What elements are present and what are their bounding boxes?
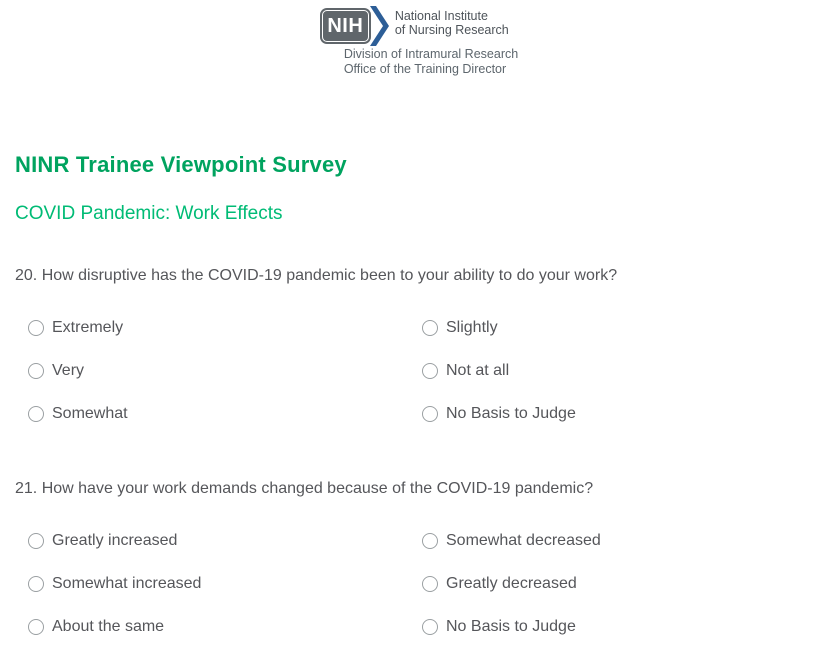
q21-option-somewhat-decreased[interactable]: Somewhat decreased — [409, 531, 823, 551]
option-label: Greatly increased — [52, 532, 178, 549]
survey-page: { "colors": { "title_green": "#00a35f", … — [0, 5, 838, 648]
option-label: Extremely — [52, 319, 124, 336]
q21-option-greatly-increased[interactable]: Greatly increased — [15, 531, 409, 551]
radio-button[interactable] — [28, 363, 44, 379]
option-label: Greatly decreased — [446, 575, 577, 592]
radio-button[interactable] — [28, 406, 44, 422]
radio-button[interactable] — [28, 320, 44, 336]
radio-button[interactable] — [422, 576, 438, 592]
nih-logo-box: NIH — [319, 8, 371, 44]
question-20: 20. How disruptive has the COVID-19 pand… — [15, 266, 823, 424]
radio-button[interactable] — [28, 619, 44, 635]
q21-option-no-basis-to-judge[interactable]: No Basis to Judge — [409, 617, 823, 637]
question-20-text: 20. How disruptive has the COVID-19 pand… — [15, 267, 618, 284]
radio-button[interactable] — [422, 533, 438, 549]
radio-button[interactable] — [28, 576, 44, 592]
radio-button[interactable] — [422, 619, 438, 635]
institute-name: National Institute of Nursing Research — [395, 9, 509, 37]
question-20-options: Extremely Very Somewhat Slightly Not at … — [15, 318, 823, 424]
radio-button[interactable] — [422, 406, 438, 422]
q20-option-slightly[interactable]: Slightly — [409, 318, 823, 338]
survey-content: NINR Trainee Viewpoint Survey COVID Pand… — [15, 152, 823, 637]
question-21-text: 21. How have your work demands changed b… — [15, 480, 594, 497]
radio-button[interactable] — [422, 320, 438, 336]
question-21-options: Greatly increased Somewhat increased Abo… — [15, 531, 823, 637]
ninr-header: NIH National Institute of Nursing Resear… — [319, 5, 518, 77]
nih-chevron-icon — [369, 6, 389, 46]
q20-option-no-basis-to-judge[interactable]: No Basis to Judge — [409, 404, 823, 424]
q21-option-greatly-decreased[interactable]: Greatly decreased — [409, 574, 823, 594]
q20-option-somewhat[interactable]: Somewhat — [15, 404, 409, 424]
option-label: No Basis to Judge — [446, 405, 576, 422]
institute-line1: National Institute — [394, 9, 488, 23]
option-label: Somewhat increased — [52, 575, 202, 592]
option-label: Not at all — [446, 362, 510, 379]
institute-line2: of Nursing Research — [394, 23, 509, 37]
survey-title: NINR Trainee Viewpoint Survey — [15, 152, 347, 177]
option-label: Very — [52, 362, 85, 379]
question-21: 21. How have your work demands changed b… — [15, 479, 823, 637]
option-label: Somewhat decreased — [446, 532, 601, 549]
q20-option-very[interactable]: Very — [15, 361, 409, 381]
option-label: No Basis to Judge — [446, 618, 576, 635]
section-title: COVID Pandemic: Work Effects — [15, 203, 283, 224]
q20-option-extremely[interactable]: Extremely — [15, 318, 409, 338]
nih-logo: NIH National Institute of Nursing Resear… — [319, 5, 518, 47]
radio-button[interactable] — [28, 533, 44, 549]
option-label: Slightly — [446, 319, 498, 336]
division-line: Division of Intramural Research — [343, 47, 519, 61]
radio-button[interactable] — [422, 363, 438, 379]
nih-logo-mark: NIH — [319, 5, 389, 47]
q20-option-not-at-all[interactable]: Not at all — [409, 361, 823, 381]
q21-option-about-the-same[interactable]: About the same — [15, 617, 409, 637]
office-line: Office of the Training Director — [343, 62, 507, 76]
option-label: Somewhat — [52, 405, 128, 422]
q21-option-somewhat-increased[interactable]: Somewhat increased — [15, 574, 409, 594]
option-label: About the same — [52, 618, 165, 635]
division-lines: Division of Intramural Research Office o… — [344, 47, 518, 77]
